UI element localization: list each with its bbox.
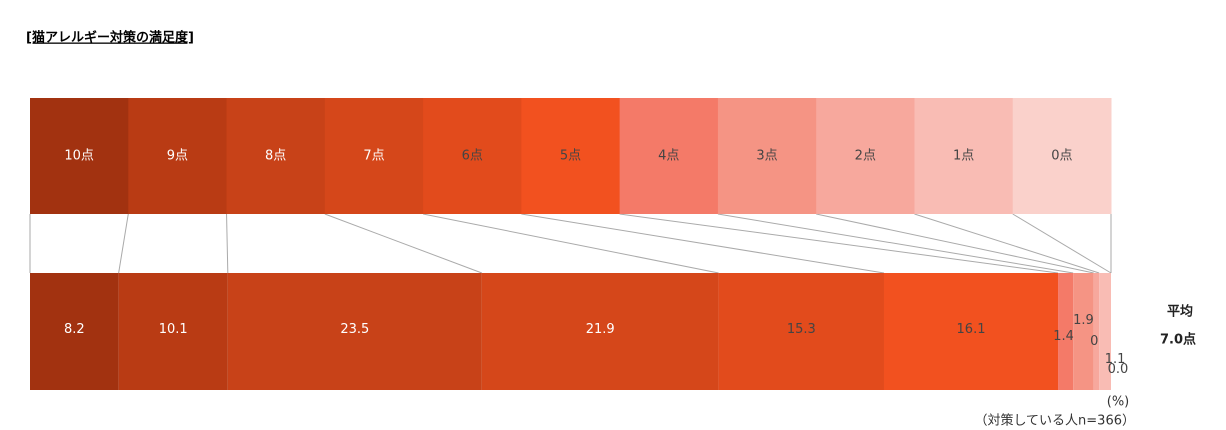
connector (521, 213, 885, 274)
value-label: 15.3 (787, 322, 816, 337)
value-label: 8.2 (64, 322, 85, 337)
value-label: 23.5 (340, 322, 369, 337)
value-label: 21.9 (586, 322, 615, 337)
legend-label: 2点 (855, 149, 876, 164)
bar-segment (1073, 273, 1094, 390)
connector (914, 213, 1100, 274)
legend-swatch (816, 98, 915, 214)
connector (1012, 213, 1112, 274)
legend-label: 10点 (64, 149, 94, 164)
bar-segment (481, 273, 719, 390)
legend-swatch (324, 98, 424, 214)
legend-label: 7点 (363, 149, 384, 164)
legend-label: 5点 (560, 149, 581, 164)
legend-swatch (226, 98, 326, 214)
legend-label: 3点 (756, 149, 777, 164)
legend-label: 6点 (462, 149, 483, 164)
connector (717, 213, 1074, 274)
value-label: 1.4 (1053, 329, 1074, 344)
bar-segment (1093, 273, 1100, 390)
legend-label: 1点 (953, 149, 974, 164)
value-label: 10.1 (159, 322, 188, 337)
legend-label: 8点 (265, 149, 286, 164)
value-label: 0.0 (1108, 362, 1129, 377)
bar-segment (227, 273, 482, 390)
chart-title: [猫アレルギー対策の満足度] (26, 30, 194, 46)
bar-segment (1099, 273, 1111, 390)
connector (118, 213, 129, 274)
legend-swatch (423, 98, 522, 214)
value-label: 1.9 (1073, 313, 1094, 328)
connector (619, 213, 1059, 274)
average-value: 7.0点 (1160, 332, 1196, 348)
legend-swatch (914, 98, 1014, 214)
legend-label: 0点 (1051, 149, 1072, 164)
unit-note: (%) (1107, 395, 1130, 410)
connector (324, 213, 483, 274)
legend-swatch (717, 98, 817, 214)
connector (226, 213, 229, 274)
legend-swatch (128, 98, 228, 214)
connector (816, 213, 1094, 274)
legend-label: 9点 (167, 149, 188, 164)
legend-swatch (30, 98, 129, 214)
legend-swatch (1012, 98, 1112, 214)
connector (422, 213, 719, 274)
legend-label: 4点 (658, 149, 679, 164)
bar-segment (118, 273, 228, 390)
value-label: 16.1 (957, 322, 986, 337)
base-note: （対策している人n=366） (974, 413, 1135, 429)
value-label: 1.1 (1105, 352, 1126, 367)
legend-swatch (521, 98, 621, 214)
bar-segment (1058, 273, 1074, 390)
legend-swatch (619, 98, 719, 214)
bar-segment (30, 273, 119, 390)
bar-segment (718, 273, 884, 390)
bar-segment (883, 273, 1059, 390)
average-label: 平均 (1167, 304, 1193, 320)
